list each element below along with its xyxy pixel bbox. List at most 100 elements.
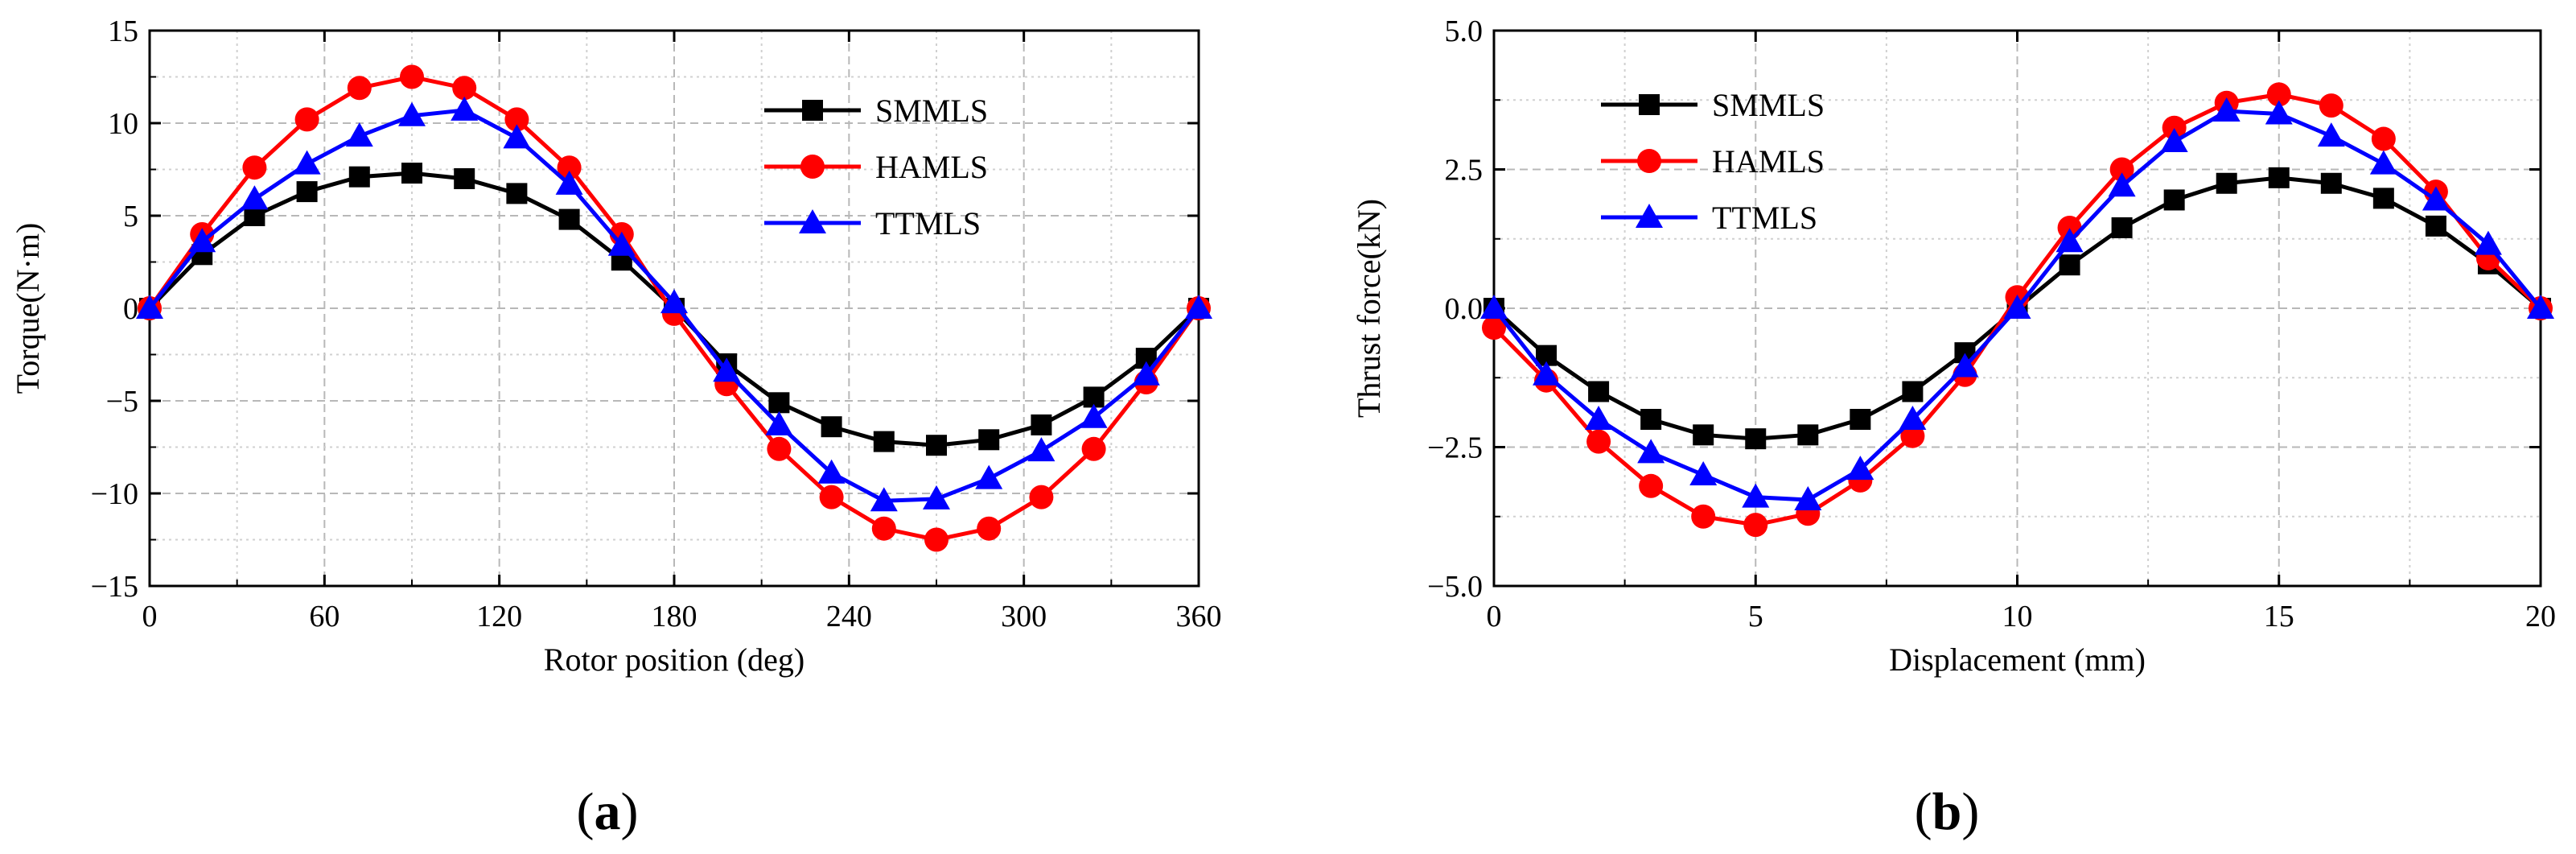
data-point-hamls: [1900, 423, 1925, 448]
data-point-ttmls: [1899, 406, 1927, 430]
x-tick-label: 180: [652, 600, 697, 633]
data-point-smmls: [401, 163, 422, 184]
legend-marker-hamls: [1637, 149, 1661, 173]
data-point-smmls: [2268, 167, 2290, 188]
y-tick-label: 10: [108, 107, 138, 141]
data-point-ttmls: [503, 124, 531, 149]
y-axis-label: Thrust force(kN): [1351, 199, 1387, 418]
x-tick-label: 10: [2002, 600, 2033, 633]
data-point-ttmls: [555, 170, 583, 195]
data-point-smmls: [2320, 172, 2342, 194]
data-point-hamls: [1081, 436, 1106, 461]
data-point-smmls: [2425, 215, 2446, 237]
x-tick-label: 120: [476, 600, 522, 633]
data-point-ttmls: [293, 150, 321, 175]
panel-a-torque-chart: 0 60 120 180 240 300 360 −15 −10 −5 0 5 10 15 Rotor po…: [10, 14, 1222, 841]
data-point-smmls: [2216, 172, 2237, 194]
series-ttmls: [1480, 97, 2554, 511]
data-point-smmls: [1693, 424, 1714, 446]
data-point-smmls: [558, 208, 580, 230]
legend: SMMLS HAMLS TTMLS: [764, 93, 988, 241]
data-point-smmls: [2111, 217, 2133, 238]
legend-label-smmls: SMMLS: [1712, 87, 1825, 123]
data-point-hamls: [2371, 126, 2396, 151]
data-point-hamls: [347, 76, 372, 101]
x-tick-label: 15: [2264, 600, 2294, 633]
y-axis-label: Torque(N·m): [10, 223, 46, 394]
data-point-smmls: [454, 168, 475, 189]
data-point-ttmls: [1585, 406, 1613, 430]
data-point-ttmls: [2055, 228, 2084, 253]
data-point-hamls: [294, 107, 319, 132]
data-point-hamls: [819, 485, 844, 510]
panel-label: (b): [1915, 782, 1980, 841]
y-tick-label: −5: [106, 385, 138, 419]
data-point-ttmls: [1533, 361, 1561, 386]
panel-label-close: ): [621, 782, 639, 841]
y-tick-label: −2.5: [1427, 431, 1483, 465]
panel-label-open: (: [1915, 782, 1932, 841]
y-tick-label: −5.0: [1427, 570, 1483, 604]
data-point-ttmls: [1132, 361, 1160, 386]
data-point-ttmls: [1027, 437, 1056, 462]
data-point-ttmls: [1637, 439, 1665, 464]
data-point-hamls: [1586, 429, 1611, 454]
data-point-ttmls: [2422, 186, 2450, 211]
x-tick-label: 0: [142, 600, 158, 633]
data-point-ttmls: [2108, 172, 2136, 197]
x-tick-label: 20: [2525, 600, 2556, 633]
data-point-ttmls: [607, 231, 636, 256]
data-point-smmls: [873, 431, 895, 452]
legend-marker-ttmls: [1636, 204, 1663, 228]
y-tick-label: 15: [108, 14, 138, 48]
legend-label-ttmls: TTMLS: [875, 205, 981, 241]
data-point-smmls: [348, 166, 370, 188]
panel-label-open: (: [577, 782, 595, 841]
x-axis-label: Displacement (mm): [1889, 642, 2146, 678]
data-point-hamls: [1029, 485, 1054, 510]
y-tick-label: 0.0: [1445, 292, 1483, 326]
data-point-smmls: [506, 183, 528, 204]
data-point-smmls: [978, 429, 1000, 451]
data-point-hamls: [977, 516, 1002, 541]
data-point-hamls: [242, 155, 267, 180]
y-tick-label: 5.0: [1445, 14, 1483, 48]
x-axis-label: Rotor position (deg): [544, 642, 804, 678]
data-point-ttmls: [1185, 295, 1212, 319]
data-point-ttmls: [345, 122, 373, 147]
data-point-ttmls: [2317, 122, 2345, 147]
data-point-smmls: [2372, 188, 2394, 209]
data-point-smmls: [1850, 409, 1871, 430]
panel-label-letter: b: [1932, 782, 1962, 841]
data-point-hamls: [557, 155, 582, 180]
data-point-ttmls: [817, 459, 846, 484]
x-tick-label: 60: [309, 600, 339, 633]
data-point-hamls: [504, 107, 529, 132]
data-point-ttmls: [923, 485, 950, 510]
data-point-ttmls: [451, 96, 479, 121]
data-point-ttmls: [136, 295, 163, 319]
data-point-hamls: [871, 516, 896, 541]
data-point-smmls: [2059, 254, 2080, 276]
data-point-hamls: [924, 527, 949, 552]
data-point-smmls: [1902, 381, 1924, 402]
series-ttmls: [136, 96, 1212, 512]
data-point-ttmls: [975, 464, 1003, 489]
grid: [1494, 31, 2541, 586]
data-point-ttmls: [1080, 403, 1108, 428]
data-point-smmls: [2163, 189, 2185, 211]
legend: SMMLS HAMLS TTMLS: [1601, 87, 1825, 236]
data-point-ttmls: [188, 228, 216, 253]
y-tick-label: 5: [123, 200, 138, 233]
data-point-ttmls: [870, 487, 898, 512]
panel-label-close: ): [1961, 782, 1979, 841]
y-tick-label: −10: [91, 477, 138, 511]
data-point-hamls: [2266, 82, 2291, 107]
data-point-hamls: [2319, 93, 2344, 118]
legend-marker-hamls: [800, 155, 825, 179]
data-point-hamls: [2109, 157, 2134, 182]
data-point-ttmls: [2474, 230, 2502, 255]
data-point-ttmls: [2160, 128, 2188, 152]
legend-marker-smmls: [1639, 94, 1660, 115]
data-point-ttmls: [2003, 295, 2031, 319]
